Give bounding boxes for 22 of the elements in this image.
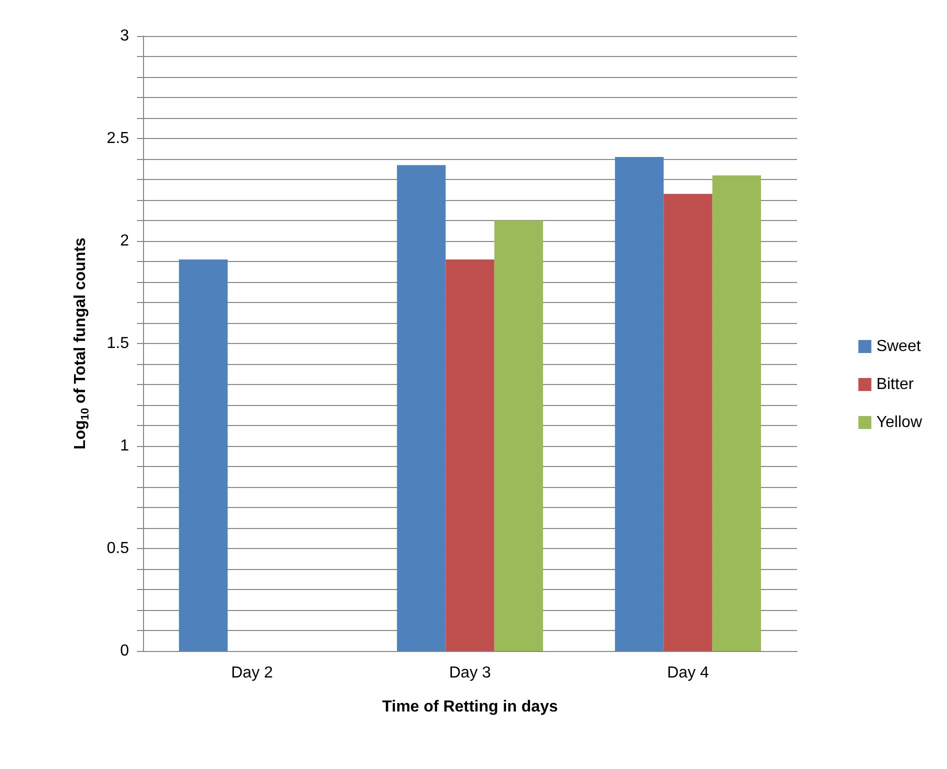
x-tick-label: Day 3 bbox=[449, 664, 491, 682]
bar bbox=[396, 165, 446, 651]
y-tick-label: 2.5 bbox=[106, 130, 130, 147]
bar bbox=[446, 259, 494, 651]
bar bbox=[614, 156, 664, 651]
y-tick-label: 3 bbox=[120, 28, 130, 44]
bar bbox=[712, 175, 762, 651]
y-axis-title: Log10 of Total fungal counts bbox=[72, 237, 92, 450]
legend-label: Bitter bbox=[876, 376, 914, 393]
y-tick-label: 0 bbox=[120, 642, 130, 660]
bar bbox=[178, 259, 228, 651]
y-tick-label: 0.5 bbox=[106, 540, 130, 557]
x-tick-label: Day 4 bbox=[667, 664, 709, 682]
y-tick-label: 1 bbox=[120, 438, 130, 454]
x-axis-title: Time of Retting in days bbox=[382, 698, 558, 716]
bar bbox=[664, 194, 712, 651]
legend-label: Yellow bbox=[876, 414, 922, 431]
y-tick-label: 2 bbox=[120, 232, 130, 250]
x-tick-label: Day 2 bbox=[231, 664, 273, 682]
legend-label: Sweet bbox=[876, 338, 922, 355]
bar bbox=[494, 220, 544, 651]
y-tick-label: 1.5 bbox=[106, 335, 130, 352]
